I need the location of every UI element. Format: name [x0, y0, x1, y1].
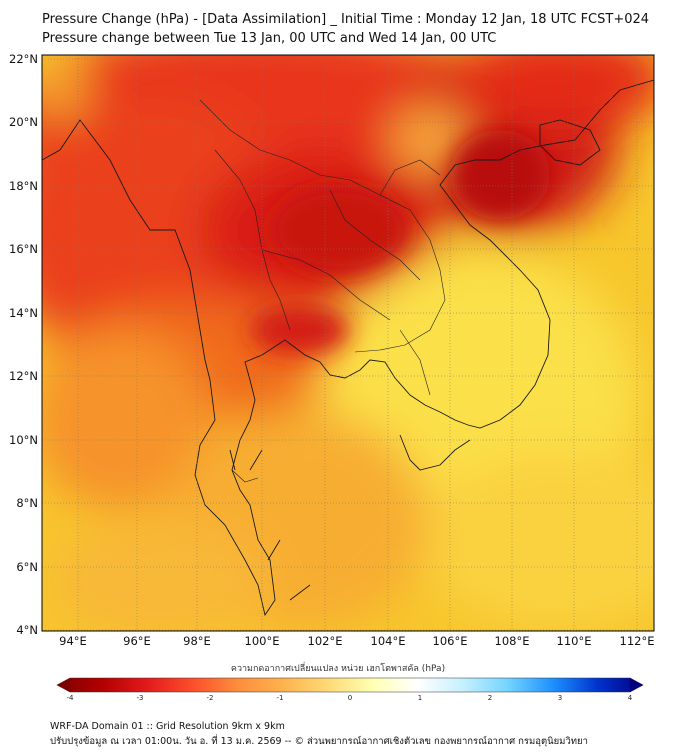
colorbar-label: ความกดอากาศเปลี่ยนแปลง หน่วย เฮกโตพาสคัล… — [230, 664, 446, 674]
colorbar-tick-label: 2 — [488, 694, 492, 702]
lon-tick-label: 100°E — [245, 634, 280, 648]
lon-tick-label: 108°E — [495, 634, 530, 648]
colorbar-tick-label: -3 — [137, 694, 144, 702]
lat-tick-label: 8°N — [16, 496, 38, 510]
footer-model-info: WRF-DA Domain 01 :: Grid Resolution 9km … — [50, 721, 285, 732]
colorbar-tick-label: -4 — [67, 694, 75, 702]
lon-tick-label: 110°E — [557, 634, 592, 648]
lat-tick-label: 16°N — [9, 242, 38, 256]
lon-tick-label: 96°E — [123, 634, 151, 648]
colorbar-tick-label: -1 — [277, 694, 284, 702]
map-subtitle: Pressure change between Tue 13 Jan, 00 U… — [42, 31, 497, 46]
lat-tick-label: 14°N — [9, 306, 38, 320]
colorbar-tick-label: -2 — [207, 694, 214, 702]
map-frame — [41, 54, 655, 632]
footer-update-info: ปรับปรุงข้อมูล ณ เวลา 01:00น. วัน อ. ที่… — [50, 736, 588, 747]
lon-tick-label: 112°E — [620, 634, 655, 648]
coastlines — [42, 79, 654, 617]
colorbar-tick-label: 1 — [418, 694, 422, 702]
lat-tick-label: 6°N — [16, 560, 38, 574]
colorbar-max-extend — [630, 678, 643, 692]
map-title: Pressure Change (hPa) - [Data Assimilati… — [42, 12, 650, 27]
colorbar-tick-label: 0 — [348, 694, 352, 702]
colorbar-bar — [56, 677, 644, 693]
colorbar-min-extend — [57, 678, 70, 692]
lon-tick-label: 94°E — [59, 634, 87, 648]
colorbar-tick-label: 4 — [628, 694, 633, 702]
pressure-field — [42, 55, 654, 631]
lat-tick-label: 4°N — [16, 623, 38, 637]
lat-tick-label: 18°N — [9, 179, 38, 193]
lon-tick-label: 98°E — [183, 634, 211, 648]
graticule — [42, 55, 654, 631]
lon-tick-label: 104°E — [371, 634, 406, 648]
colorbar: -4 -3 -2 -1 0 1 2 3 4 — [56, 677, 644, 702]
lon-tick-label: 106°E — [433, 634, 468, 648]
lat-tick-label: 20°N — [9, 115, 38, 129]
lon-tick-label: 102°E — [308, 634, 343, 648]
colorbar-tick-label: 3 — [558, 694, 562, 702]
lat-tick-label: 10°N — [9, 433, 38, 447]
lat-tick-label: 12°N — [9, 369, 38, 383]
lat-tick-label: 22°N — [9, 52, 38, 66]
